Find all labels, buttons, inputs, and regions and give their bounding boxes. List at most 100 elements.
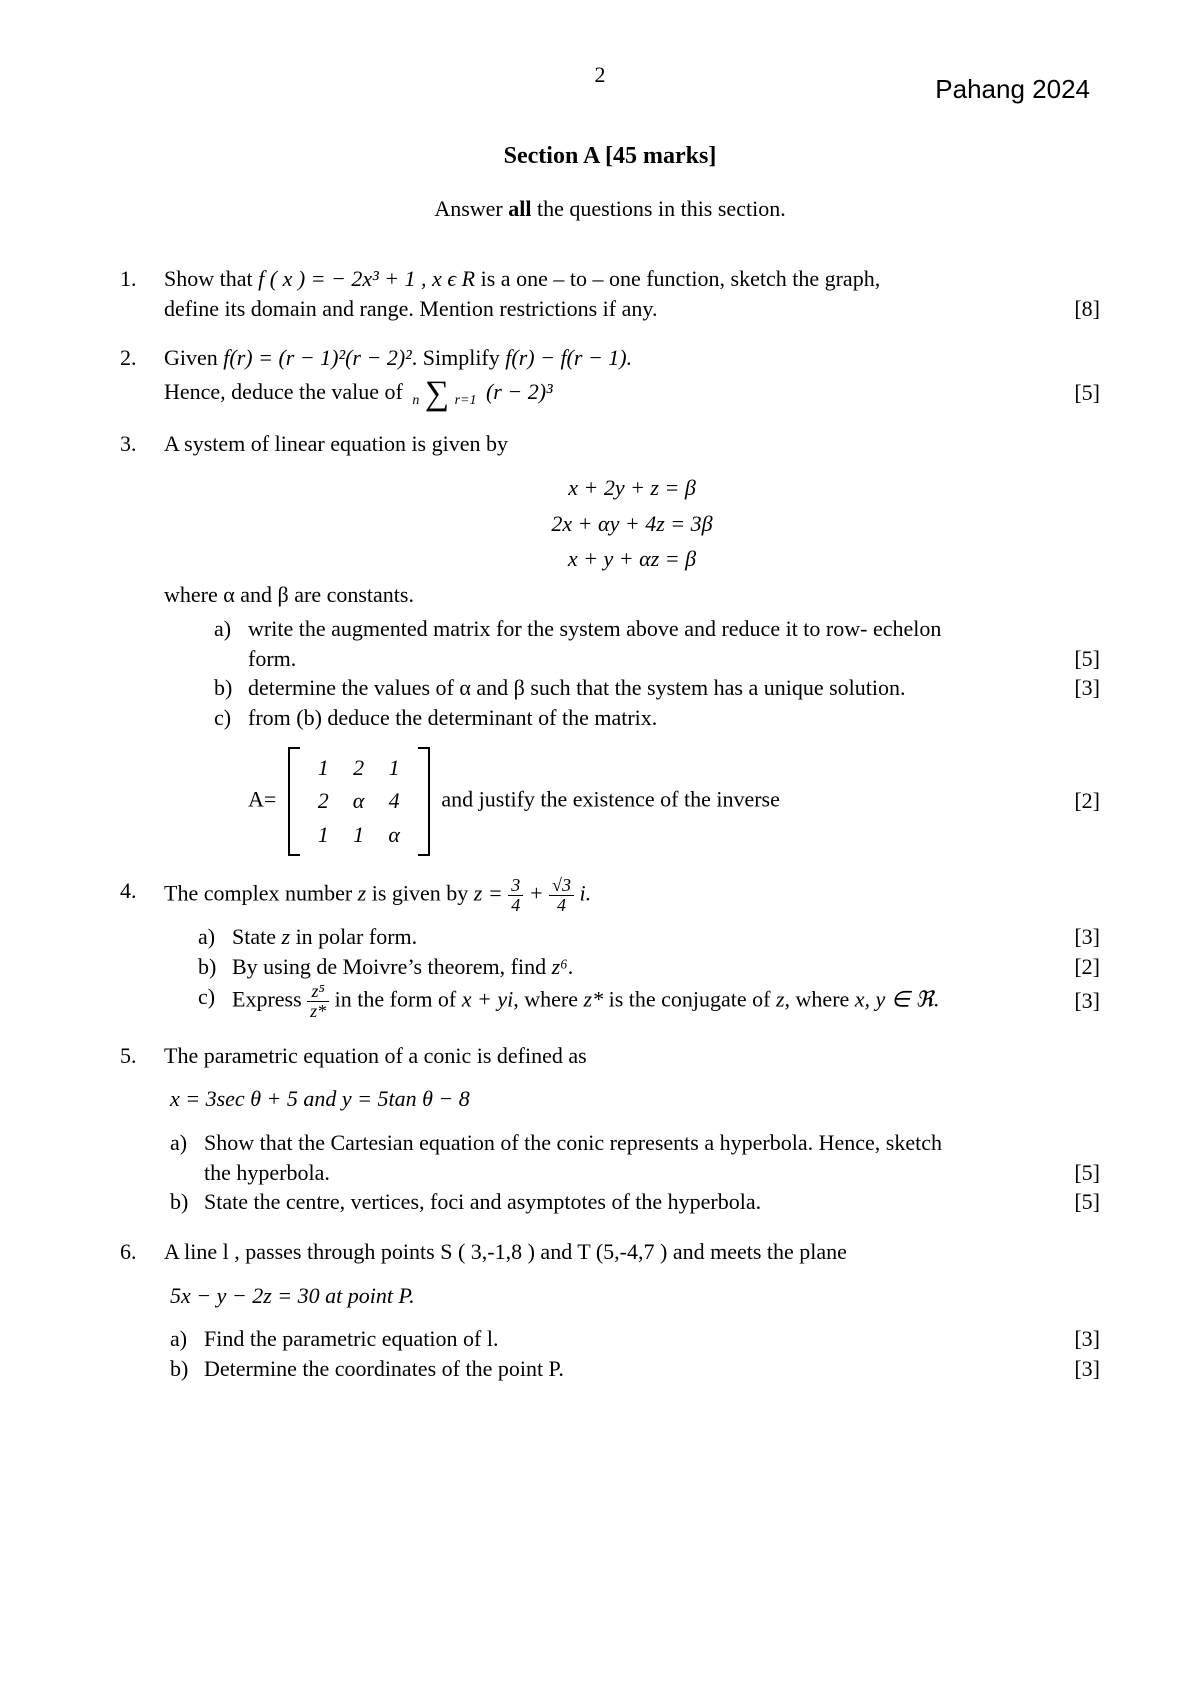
q2-l2a: Hence, deduce the value of (164, 379, 408, 404)
q3-number: 3. (120, 429, 164, 580)
q6-part-b: b) Determine the coordinates of the poin… (170, 1354, 1100, 1384)
q3-part-c: c) from (b) deduce the determinant of th… (214, 703, 1100, 856)
page-number: 2 (595, 60, 606, 90)
f2n: √3 (549, 876, 574, 896)
q3-eq3: x + y + αz = β (164, 544, 1100, 574)
q2-l1m: f(r) = (r − 1)²(r − 2)² (223, 345, 411, 370)
q1-l1a: Show that (164, 266, 258, 291)
q4-intro: The complex number z is given by z = 34 … (164, 876, 1100, 915)
q5a-l2: the hyperbola. (204, 1158, 1060, 1188)
q5a-l1: Show that the Cartesian equation of the … (204, 1128, 1100, 1158)
q6a-text: Find the parametric equation of l. (204, 1324, 1060, 1354)
instr-post: the questions in this section. (531, 196, 785, 221)
q2-l1b: . Simplify (412, 345, 506, 370)
matrix-A: 121 2α4 11α (288, 747, 430, 856)
q4-ib: is given by (366, 880, 474, 905)
fraction-z5-zstar: z⁵z* (307, 982, 329, 1021)
q3-part-a: a) write the augmented matrix for the sy… (214, 614, 1100, 673)
q4-zlead: z = (474, 880, 508, 905)
q5b-marks: [5] (1060, 1187, 1100, 1217)
q3c-matrix-lead: A= (248, 786, 276, 811)
q4-iz: z (358, 880, 367, 905)
q4c-post: . (933, 986, 939, 1011)
section-instruction: Answer all the questions in this section… (120, 194, 1100, 224)
q4a-marks: [3] (1060, 922, 1100, 952)
q4b-marks: [2] (1060, 952, 1100, 982)
m-0-0: 1 (306, 751, 341, 785)
q3b-marks: [3] (1060, 673, 1100, 703)
q5-intro: The parametric equation of a conic is de… (164, 1041, 1100, 1071)
q4-part-b: b) By using de Moivre’s theorem, find z⁶… (198, 952, 1100, 982)
f2d: 4 (549, 896, 574, 915)
q4-number: 4. (120, 876, 164, 1021)
q4b-pre: By using de Moivre’s theorem, find (232, 954, 552, 979)
q4c-m3: is the conjugate of (603, 986, 776, 1011)
q4c-xy: x, y ∈ ℜ (855, 986, 934, 1011)
q6b-text: Determine the coordinates of the point P… (204, 1354, 1060, 1384)
q6b-marks: [3] (1060, 1354, 1100, 1384)
question-6: 6. A line l , passes through points S ( … (120, 1237, 1100, 1384)
fraction-3-4: 34 (508, 876, 523, 915)
question-1: 1. Show that f ( x ) = − 2x³ + 1 , x ϵ R… (120, 264, 1100, 323)
exam-page: 2 Pahang 2024 Section A [45 marks] Answe… (0, 0, 1200, 1697)
sum-body: (r − 2)³ (486, 379, 553, 404)
q2-number: 2. (120, 343, 164, 409)
q4c-zs: z* (584, 986, 604, 1011)
m-2-1: 1 (341, 818, 377, 852)
q4b-z6: z⁶ (552, 954, 568, 979)
q3c-marks: [2] (1060, 786, 1100, 816)
q4b-label: b) (198, 952, 232, 982)
q3c-text: from (b) deduce the determinant of the m… (248, 703, 1100, 733)
q1-l1m: f ( x ) = − 2x³ + 1 , x ϵ R (258, 266, 475, 291)
q4-part-c: c) Express z⁵z* in the form of x + yi, w… (198, 982, 1100, 1021)
q4c-m4: , where (785, 986, 855, 1011)
q3-eq2: 2x + αy + 4z = 3β (164, 509, 1100, 539)
q4c-m1: in the form of (329, 986, 462, 1011)
section-title: Section A [45 marks] (120, 140, 1100, 172)
q2-l1m2: f(r) − f(r − 1). (505, 345, 632, 370)
q5a-marks: [5] (1060, 1158, 1100, 1188)
q6-intro: A line l , passes through points S ( 3,-… (164, 1237, 1100, 1267)
q5b-label: b) (170, 1187, 204, 1217)
q3-part-b: b) determine the values of α and β such … (214, 673, 1100, 703)
question-5: 5. The parametric equation of a conic is… (120, 1041, 1100, 1217)
q4c-text: Express z⁵z* in the form of x + yi, wher… (232, 982, 1060, 1021)
f1d: 4 (508, 896, 523, 915)
q6a-marks: [3] (1060, 1324, 1100, 1354)
q2-marks: [5] (1060, 378, 1100, 408)
sum-top: n (412, 393, 419, 408)
q6a-label: a) (170, 1324, 204, 1354)
q4c-pre: Express (232, 986, 307, 1011)
m-1-1: α (341, 784, 377, 818)
q4-part-a: a) State z in polar form. [3] (198, 922, 1100, 952)
q2-line1: Given f(r) = (r − 1)²(r − 2)². Simplify … (164, 343, 1100, 373)
q4c-m2: , where (513, 986, 583, 1011)
q1-line1: Show that f ( x ) = − 2x³ + 1 , x ϵ R is… (164, 264, 1100, 294)
q4-plus: + (523, 880, 549, 905)
q3a-text2: form. (248, 644, 1060, 674)
question-3: 3. A system of linear equation is given … (120, 429, 1100, 580)
summation-icon: n ∑ r=1 (412, 379, 476, 410)
sum-bottom: r=1 (455, 393, 477, 408)
q1-line2: define its domain and range. Mention res… (164, 294, 1060, 324)
question-2: 2. Given f(r) = (r − 1)²(r − 2)². Simpli… (120, 343, 1100, 409)
q4a-z: z (282, 924, 291, 949)
exam-tag: Pahang 2024 (935, 72, 1090, 107)
q3b-text: determine the values of α and β such tha… (248, 673, 1060, 703)
m-0-2: 1 (376, 751, 412, 785)
q6-plane: 5x − y − 2z = 30 at point P. (170, 1281, 1100, 1311)
q4c-fn: z⁵ (307, 982, 329, 1002)
q4c-xyi: x + yi (462, 986, 514, 1011)
q4a-post: in polar form. (290, 924, 417, 949)
q4c-label: c) (198, 982, 232, 1012)
m-2-0: 1 (306, 818, 341, 852)
q3c-label: c) (214, 703, 248, 733)
q3a-text1: write the augmented matrix for the syste… (248, 614, 1100, 644)
q3-intro: A system of linear equation is given by (164, 429, 1100, 459)
q4-ztail: i. (574, 880, 591, 905)
q4a-text: State z in polar form. (232, 922, 1060, 952)
q1-marks: [8] (1060, 294, 1100, 324)
q4-ia: The complex number (164, 880, 358, 905)
m-1-2: 4 (376, 784, 412, 818)
q5b-text: State the centre, vertices, foci and asy… (204, 1187, 1060, 1217)
